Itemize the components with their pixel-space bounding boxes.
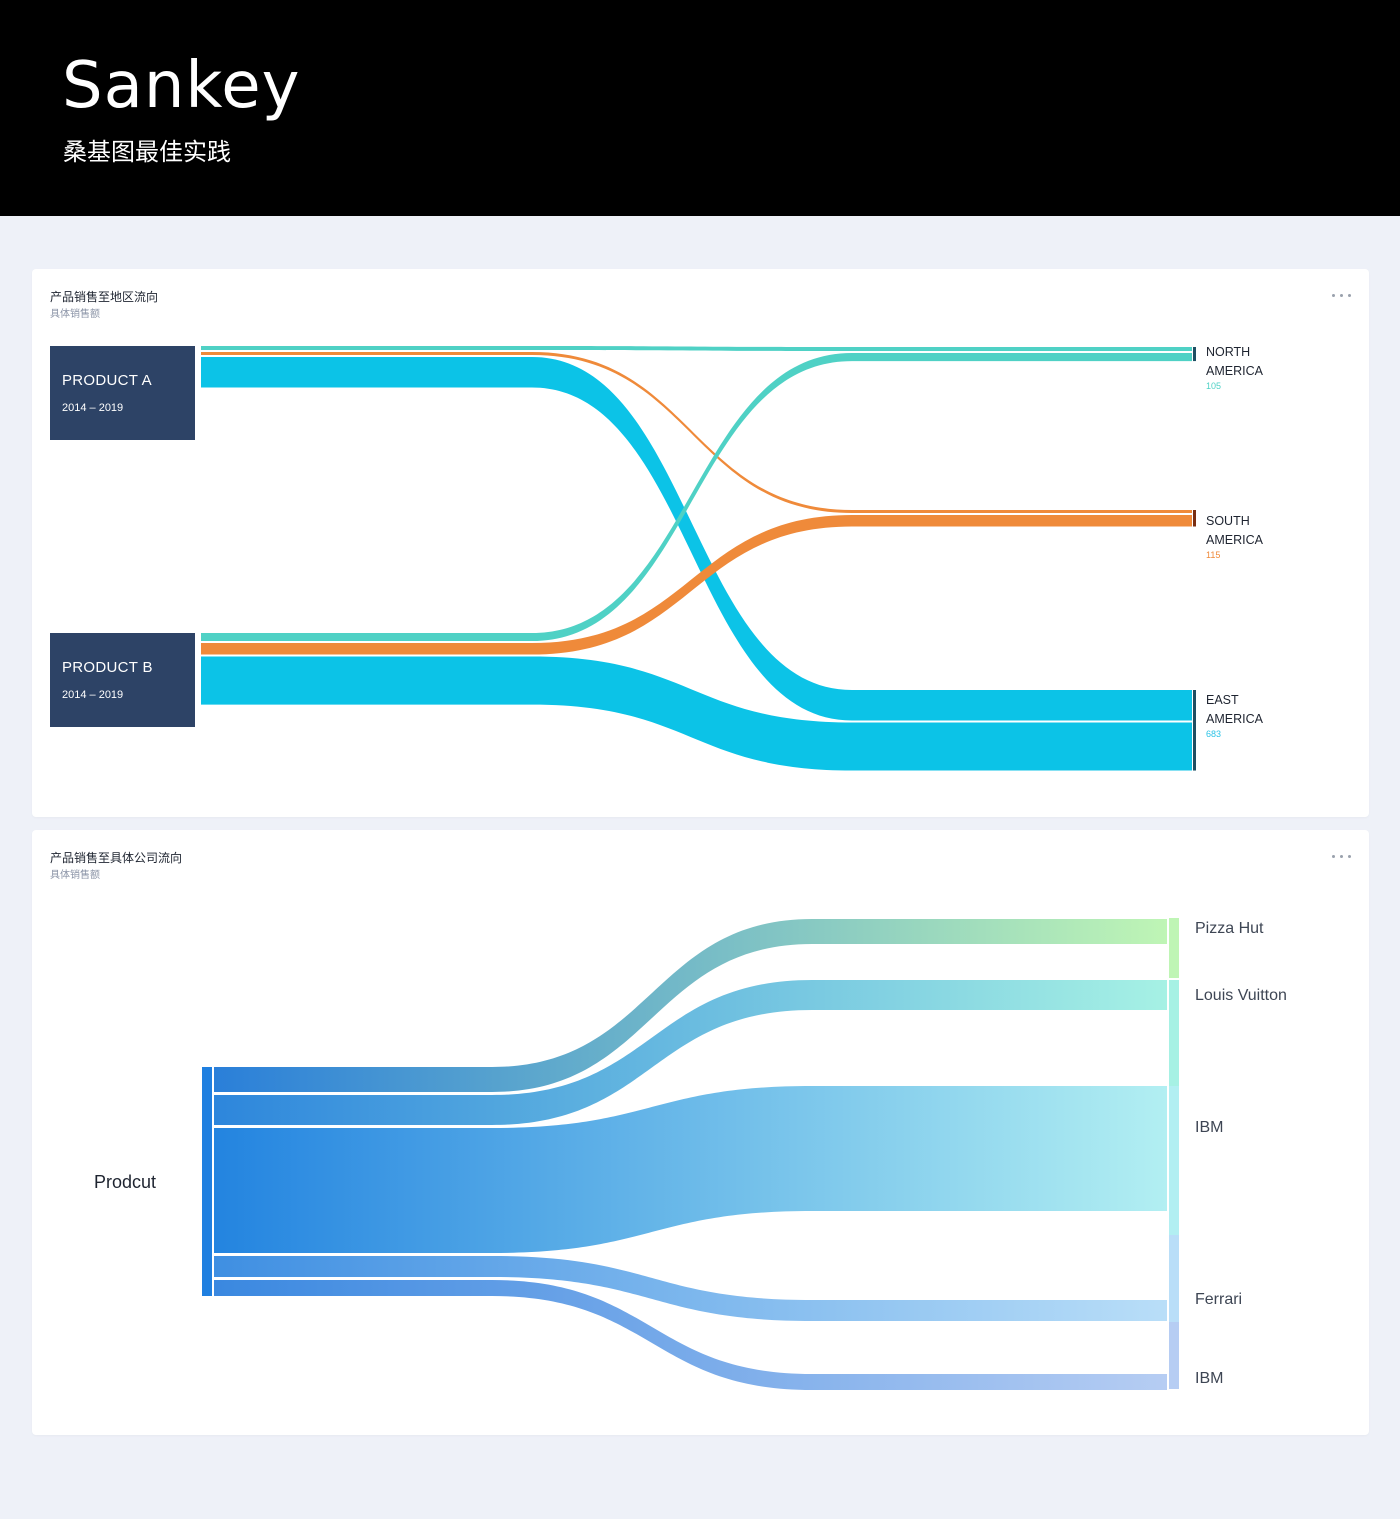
target-node-bar-east-america <box>1193 690 1196 771</box>
target-name-line: AMERICA <box>1206 364 1263 378</box>
sankey-link-prodcut-to-ibm-2 <box>214 1086 1167 1253</box>
sankey-link-product-b-to-north-america <box>201 353 1192 642</box>
target-name-line: NORTH <box>1206 345 1251 359</box>
company-sankey-card: 产品销售至具体公司流向 具体销售额 Prodcut Pizza Hut Loui… <box>32 830 1369 1435</box>
target-label-east-america: EAST AMERICA 683 <box>1206 691 1306 740</box>
source-node-years: 2014 – 2019 <box>62 689 124 701</box>
source-node-product-b: PRODUCT B 2014 – 2019 <box>50 633 195 727</box>
region-sankey-chart <box>201 346 1196 771</box>
sankey-link-product-a-to-north-america <box>201 346 1192 352</box>
sankey-link-product-b-to-east-america <box>201 656 1192 771</box>
source-node-label: Prodcut <box>94 1172 157 1192</box>
target-name-line: SOUTH <box>1206 514 1250 528</box>
source-node-label: PRODUCT B <box>62 659 153 676</box>
page-title: Sankey <box>62 49 301 123</box>
target-name-line: AMERICA <box>1206 533 1263 547</box>
source-node-bar <box>202 1067 212 1296</box>
card-title: 产品销售至地区流向 <box>50 290 159 304</box>
target-value: 105 <box>1206 381 1222 391</box>
target-label-louis-vuitton: Louis Vuitton <box>1195 987 1287 1004</box>
target-name-line: AMERICA <box>1206 712 1263 726</box>
target-node-bar-ibm-2 <box>1169 1086 1179 1235</box>
more-options-icon[interactable] <box>1330 848 1354 864</box>
target-node-bar-south-america <box>1193 510 1196 527</box>
target-label-ibm: IBM <box>1195 1119 1224 1136</box>
target-node-bar-north-america <box>1193 347 1196 362</box>
target-label-pizza-hut: Pizza Hut <box>1195 920 1264 937</box>
page-subtitle: 桑基图最佳实践 <box>63 138 231 166</box>
sankey-link-product-b-to-south-america <box>201 515 1192 655</box>
sankey-link-prodcut-to-ferrari-3 <box>214 1256 1167 1321</box>
target-label-ferrari: Ferrari <box>1195 1291 1243 1308</box>
source-node-label: PRODUCT A <box>62 372 152 389</box>
target-node-bar-ibm-4 <box>1169 1322 1179 1389</box>
sankey-link-prodcut-to-louis-vuitton-1 <box>214 980 1167 1125</box>
company-sankey-chart <box>202 918 1179 1390</box>
target-node-bar-pizza-hut-0 <box>1169 918 1179 978</box>
card-subtitle: 具体销售额 <box>50 870 100 881</box>
sankey-link-product-a-to-east-america <box>201 357 1192 721</box>
header-banner: Sankey 桑基图最佳实践 <box>0 0 1400 216</box>
target-value: 683 <box>1206 729 1222 739</box>
sankey-link-prodcut-to-pizza-hut-0 <box>214 919 1167 1092</box>
target-label-north-america: NORTH AMERICA 105 <box>1206 343 1306 392</box>
target-node-bar-louis-vuitton-1 <box>1169 980 1179 1086</box>
target-value: 115 <box>1206 550 1221 560</box>
region-sankey-card: 产品销售至地区流向 具体销售额 PRODUCT A 2014 – 2019 PR… <box>32 269 1369 817</box>
target-name-line: EAST <box>1206 693 1239 707</box>
card-title: 产品销售至具体公司流向 <box>50 851 183 865</box>
sankey-link-prodcut-to-ibm-4 <box>214 1280 1167 1390</box>
source-node-product-a: PRODUCT A 2014 – 2019 <box>50 346 195 440</box>
more-options-icon[interactable] <box>1330 287 1354 303</box>
source-node-years: 2014 – 2019 <box>62 402 124 414</box>
target-node-bar-ferrari-3 <box>1169 1235 1179 1322</box>
target-label-south-america: SOUTH AMERICA 115 <box>1206 512 1306 561</box>
card-subtitle: 具体销售额 <box>50 309 100 320</box>
target-label-ibm-2: IBM <box>1195 1370 1224 1387</box>
